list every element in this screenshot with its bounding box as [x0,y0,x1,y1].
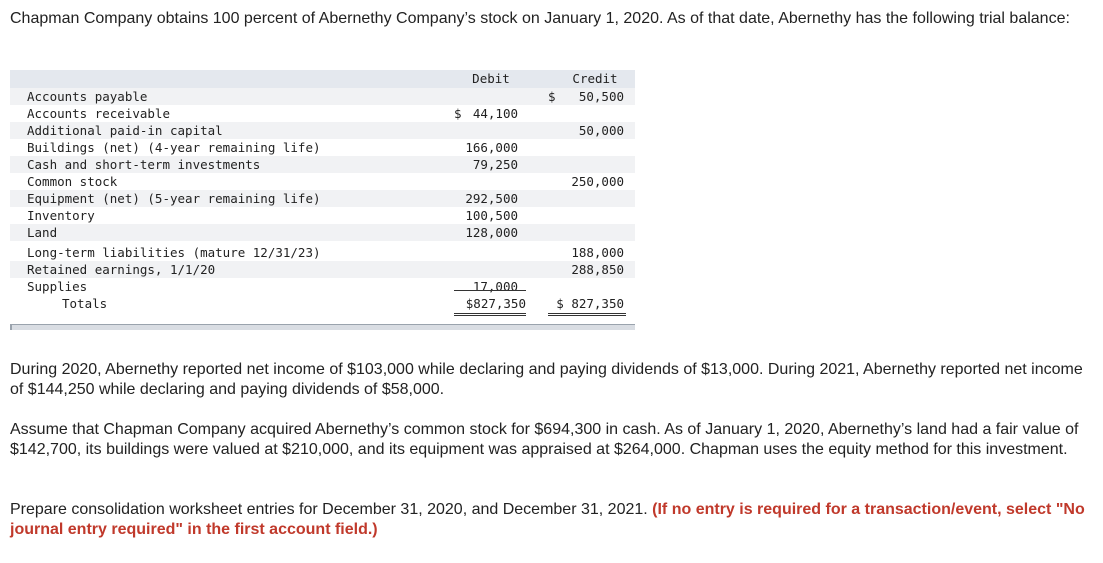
table-row: Retained earnings, 1/1/20 288,850 [10,261,635,278]
debit-dollar-sign: $ [454,106,462,121]
table-row: Buildings (net) (4-year remaining life) 1… [10,139,635,156]
totals-label: Totals [62,296,108,311]
acquisition-paragraph: Assume that Chapman Company acquired Abe… [10,421,1079,458]
totals-row: Totals $827,350 $ 827,350 [10,295,635,313]
debit-amount: 44,100 [472,106,518,121]
table-row: Accounts payable $50,500 [10,88,635,105]
prepare-paragraph: Prepare consolidation worksheet entries … [10,500,1085,540]
debit-amount: 128,000 [465,225,518,240]
debit-double-underline [454,313,526,316]
account-name: Long-term liabilities (mature 12/31/23) [27,245,321,260]
credit-amount: 50,500 [578,89,624,104]
debit-amount: 100,500 [465,208,518,223]
debit-amount: 292,500 [465,191,518,206]
credit-amount: 288,850 [571,262,624,277]
account-name: Equipment (net) (5-year remaining life) [27,191,321,206]
intro-text: Chapman Company obtains 100 percent of A… [10,10,1070,27]
table-row: Land 128,000 [10,224,635,241]
table-row: Inventory 100,500 [10,207,635,224]
prepare-text: Prepare consolidation worksheet entries … [10,501,648,518]
account-name: Land [27,225,58,240]
table-footer-band [10,324,635,330]
trial-balance-table: Debit Credit Accounts payable $50,500 Acco… [10,70,635,332]
account-name: Common stock [27,174,118,189]
debit-column-header: Debit [472,71,510,86]
instruction-note: (If no entry is required for a transacti… [10,501,1085,538]
credit-amount: 50,000 [578,123,624,138]
credit-double-underline [548,313,626,316]
table-row: Supplies 17,000 [10,278,635,295]
credit-dollar-sign: $ [548,89,556,104]
table-row: Cash and short-term investments 79,250 [10,156,635,173]
table-header-band [10,70,635,88]
table-row: Equipment (net) (5-year remaining life) 2… [10,190,635,207]
credit-column-header: Credit [572,71,618,86]
total-debit: $827,350 [465,296,526,311]
table-row: Additional paid-in capital 50,000 [10,122,635,139]
account-name: Supplies [27,279,88,294]
table-row: Common stock 250,000 [10,173,635,190]
table-row: Long-term liabilities (mature 12/31/23) 1… [10,244,635,261]
debit-amount: 166,000 [465,140,518,155]
account-name: Additional paid-in capital [27,123,223,138]
credit-amount: 250,000 [571,174,624,189]
account-name: Accounts payable [27,89,148,104]
account-name: Inventory [27,208,95,223]
income-paragraph: During 2020, Abernethy reported net inco… [10,361,1083,398]
account-name: Buildings (net) (4-year remaining life) [27,140,321,155]
debit-amount: 79,250 [472,157,518,172]
total-credit: $ 827,350 [556,296,624,311]
credit-amount: 188,000 [571,245,624,260]
table-row: Accounts receivable $44,100 [10,105,635,122]
account-name: Retained earnings, 1/1/20 [27,262,216,277]
debit-amount: 17,000 [472,279,518,294]
account-name: Accounts receivable [27,106,170,121]
account-name: Cash and short-term investments [27,157,261,172]
debit-sum-line [454,290,526,291]
